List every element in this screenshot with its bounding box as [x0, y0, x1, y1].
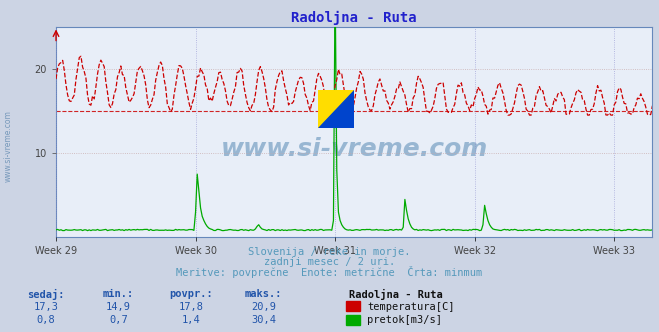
Text: 0,8: 0,8 [37, 315, 55, 325]
Text: temperatura[C]: temperatura[C] [367, 302, 455, 312]
Text: www.si-vreme.com: www.si-vreme.com [3, 110, 13, 182]
Text: Radoljna - Ruta: Radoljna - Ruta [349, 289, 443, 300]
Text: sedaj:: sedaj: [28, 289, 65, 300]
Title: Radoljna - Ruta: Radoljna - Ruta [291, 11, 417, 25]
Text: maks.:: maks.: [245, 289, 282, 299]
Text: www.si-vreme.com: www.si-vreme.com [221, 137, 488, 161]
Text: 14,9: 14,9 [106, 302, 131, 312]
Text: 0,7: 0,7 [109, 315, 128, 325]
Text: 17,8: 17,8 [179, 302, 204, 312]
Text: zadnji mesec / 2 uri.: zadnji mesec / 2 uri. [264, 257, 395, 267]
Text: min.:: min.: [103, 289, 134, 299]
Text: 20,9: 20,9 [251, 302, 276, 312]
Text: Slovenija / reke in morje.: Slovenija / reke in morje. [248, 247, 411, 257]
Text: 1,4: 1,4 [182, 315, 200, 325]
Text: Meritve: povprečne  Enote: metrične  Črta: minmum: Meritve: povprečne Enote: metrične Črta:… [177, 266, 482, 278]
Text: povpr.:: povpr.: [169, 289, 213, 299]
Text: pretok[m3/s]: pretok[m3/s] [367, 315, 442, 325]
Text: 17,3: 17,3 [34, 302, 59, 312]
Text: 30,4: 30,4 [251, 315, 276, 325]
